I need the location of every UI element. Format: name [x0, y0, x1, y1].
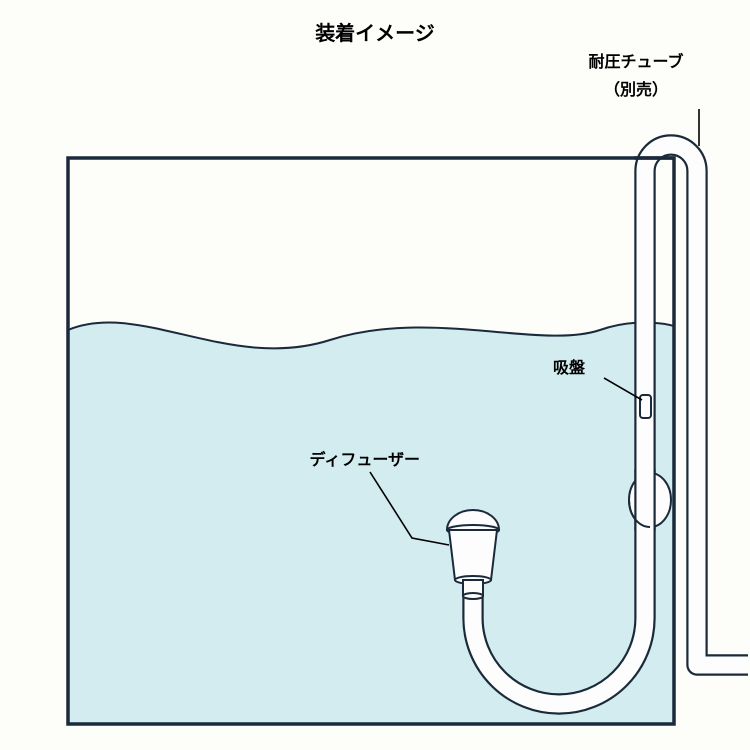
water-fill — [68, 323, 674, 724]
label-pressure-tube: 耐圧チューブ — [588, 52, 683, 71]
label-diffuser: ディフューザー — [309, 450, 420, 469]
label-suction-cup: 吸盤 — [553, 358, 586, 377]
tank-interior — [68, 323, 674, 724]
page-title: 装着イメージ — [314, 21, 435, 45]
label-pressure-tube-note: （別売） — [604, 80, 668, 99]
tube-clip — [640, 395, 651, 418]
